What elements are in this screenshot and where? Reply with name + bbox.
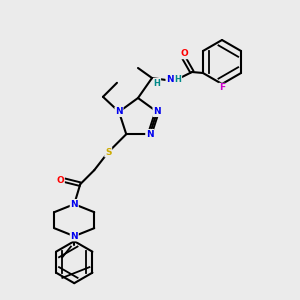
Text: N: N <box>115 107 123 116</box>
Text: F: F <box>219 83 225 92</box>
Text: H: H <box>175 76 182 85</box>
Text: N: N <box>146 130 154 139</box>
Text: S: S <box>105 148 112 157</box>
Text: N: N <box>70 200 78 209</box>
Text: N: N <box>70 232 78 241</box>
Text: N: N <box>153 107 161 116</box>
Text: O: O <box>56 176 64 185</box>
Text: H: H <box>154 79 160 88</box>
Text: O: O <box>180 50 188 58</box>
Text: N: N <box>166 76 174 85</box>
